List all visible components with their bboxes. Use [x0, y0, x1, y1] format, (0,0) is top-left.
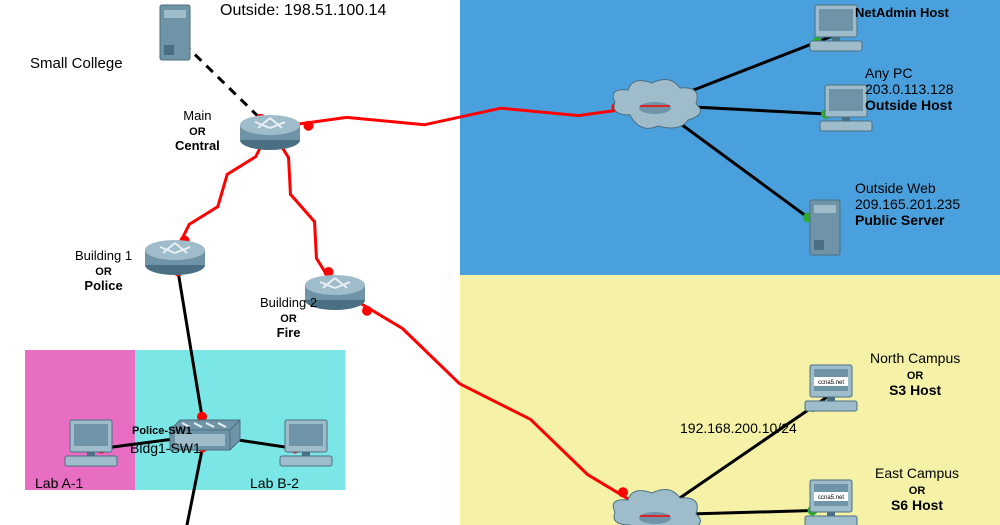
- diagram-label: MainORCentral: [175, 108, 220, 153]
- diagram-label: 192.168.200.10/24: [680, 420, 797, 436]
- diagram-label: Lab A-1: [35, 475, 83, 491]
- diagram-label: Building 2ORFire: [260, 295, 317, 340]
- svg-text:ccna5.net: ccna5.net: [818, 380, 844, 386]
- diagram-label: Police-SW1: [132, 425, 192, 437]
- diagram-label: Bldg1-SW1: [130, 440, 201, 456]
- diagram-label: Small College: [30, 55, 123, 72]
- diagram-label: Outside: 198.51.100.14: [220, 2, 386, 20]
- diagram-label: North CampusORS3 Host: [870, 350, 960, 398]
- network-diagram: ccna5.net ccna5.net Outside: 198.51.100.1…: [0, 0, 1000, 525]
- diagram-label: Any PC203.0.113.128Outside Host: [865, 65, 954, 113]
- diagram-label: East CampusORS6 Host: [875, 465, 959, 513]
- svg-text:ccna5.net: ccna5.net: [818, 495, 844, 501]
- diagram-label: Outside Web209.165.201.235Public Server: [855, 180, 960, 228]
- diagram-label: Building 1ORPolice: [75, 248, 132, 293]
- diagram-label: Lab B-2: [250, 475, 299, 491]
- diagram-label: NetAdmin Host: [855, 5, 949, 20]
